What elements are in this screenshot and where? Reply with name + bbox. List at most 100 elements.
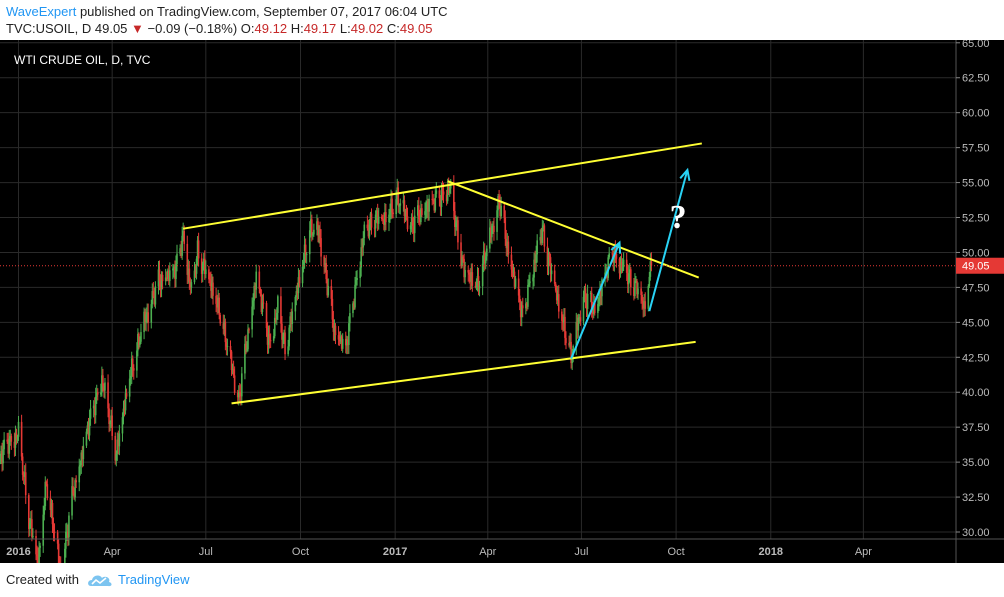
candle-body [128,378,131,397]
candle-down [565,331,567,350]
candle-up [303,236,306,269]
candle-body [240,392,242,397]
candle-down [7,432,10,458]
candle-body [491,225,493,238]
candle-body [597,304,599,313]
candle-down [51,500,54,534]
candle-up [211,274,213,299]
candle-down [107,374,109,418]
time-tick-label: Apr [104,546,121,558]
candle-body [512,271,515,273]
candle-body [463,258,465,278]
candle-body [445,194,448,202]
candle-up [86,421,89,434]
candle-series [0,175,653,563]
candle-down [403,195,406,224]
candle-down [548,251,551,267]
candle-up [121,412,124,442]
candle-down [427,198,429,221]
candle-down [125,388,128,399]
candle-body [403,200,406,216]
price-tick-label: 57.50 [962,143,990,155]
candle-up [226,338,229,356]
candle-body [367,228,370,237]
candle-body [289,316,291,328]
candle-up [43,497,46,521]
candle-up [168,262,171,287]
candle-body [8,438,11,454]
candle-down [432,194,435,205]
candle-down [73,487,75,500]
candle-up [295,285,298,306]
candle-down [503,202,506,224]
candle-up [539,229,542,245]
candle-up [231,363,234,375]
candle-down [20,414,23,461]
candle-body [405,211,408,217]
candle-up [246,341,248,353]
candle-body [628,269,631,274]
candle-body [2,449,4,464]
candle-body [579,317,582,322]
candle-body [173,266,175,269]
candle-body [107,382,109,409]
candle-up [309,211,312,238]
candle-down [557,285,560,319]
candle-up [352,301,354,318]
candle-body [643,301,645,309]
candle-down [319,221,321,247]
tradingview-cloud-icon[interactable] [87,572,113,588]
candle-body [334,325,337,336]
candle-down [439,195,442,216]
candle-up [489,218,491,253]
candle-body [318,228,320,236]
candle-body [258,271,261,289]
candle-body [88,418,91,436]
candle-down [584,283,587,309]
candle-body [591,310,594,314]
candle-down [238,383,241,402]
candle-down [626,264,629,294]
candle-body [428,198,430,212]
candle-body [49,498,52,511]
candle-body [301,266,304,284]
candle-body [406,216,409,230]
author-link[interactable]: WaveExpert [6,4,77,19]
price-axis[interactable]: 65.00 62.50 60.00 57.50 55.00 52.50 50.00 47.50… [956,40,1004,539]
candle-body [297,277,300,294]
candle-up [345,335,348,355]
candle-up [634,273,636,299]
candle-up [101,366,103,397]
candle-body [556,294,559,301]
candle-down [147,303,149,332]
candle-down [383,212,385,231]
candle-up [426,194,428,219]
candle-up [425,200,427,220]
candle-body [82,445,85,460]
candle-down [568,335,570,348]
candle-body [316,221,318,230]
candle-down [361,238,364,257]
ohlc-high-label: H: [290,21,304,36]
candle-down [174,260,176,288]
candle-body [308,230,311,255]
price-chart[interactable]: 65.00 62.50 60.00 57.50 55.00 52.50 50.00 47.50… [0,40,1004,563]
candle-up [175,255,177,288]
candle-up [104,378,106,399]
candle-down [380,213,383,222]
candle-body [376,210,379,224]
candle-body [56,532,59,544]
candle-up [39,542,41,557]
candle-body [454,210,456,227]
candle-down [194,264,197,278]
time-axis[interactable]: 2016 Apr Jul Oct 2017 Apr Jul Oct 2018 Apr [6,546,872,558]
candle-body [183,231,186,244]
candle-up [621,258,624,273]
candle-up [491,223,493,245]
symbol-name: TVC:USOIL, D [6,21,92,36]
candle-body [158,269,161,282]
candle-body [64,548,66,563]
tradingview-link[interactable]: TradingView [118,572,190,587]
candle-down [438,186,441,207]
candle-body [514,278,517,287]
